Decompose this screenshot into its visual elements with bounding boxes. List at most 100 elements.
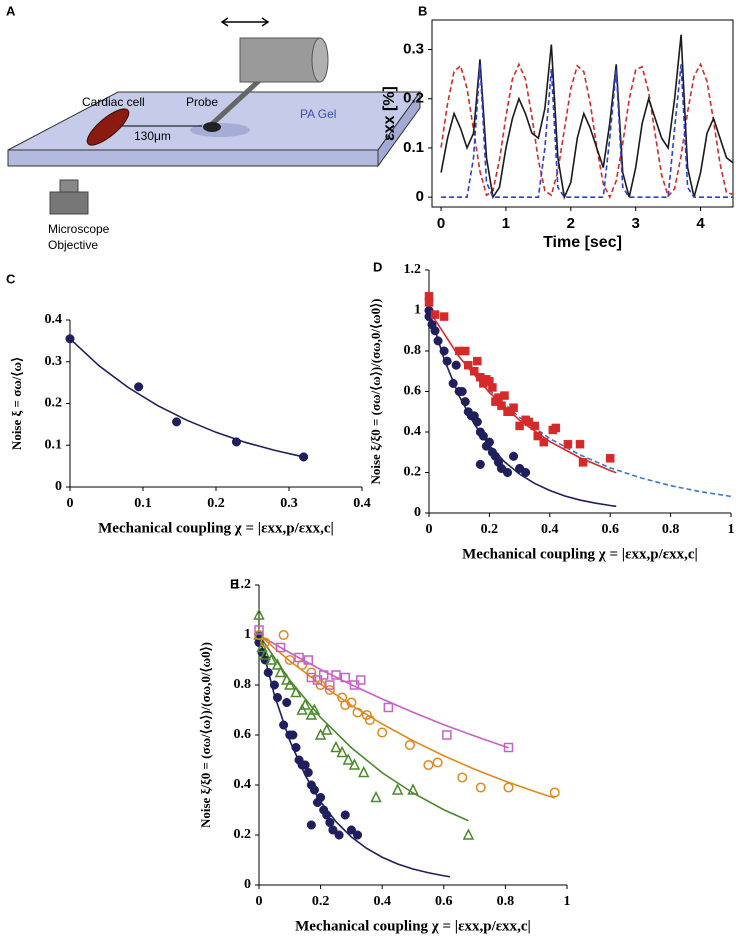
data-point bbox=[172, 417, 182, 427]
data-point bbox=[324, 684, 335, 696]
data-point bbox=[464, 360, 473, 370]
data-point bbox=[288, 730, 298, 740]
x-tick-label: 1 bbox=[502, 215, 510, 232]
data-point bbox=[336, 745, 348, 758]
data-point bbox=[274, 665, 287, 678]
y-tick-label: 0.1 bbox=[403, 139, 424, 156]
data-point bbox=[299, 452, 309, 462]
y-tick-label: 0.8 bbox=[404, 343, 422, 358]
y-tick-label: 0 bbox=[414, 505, 421, 520]
panel-label: E bbox=[230, 576, 239, 591]
y-tick-label: 0.2 bbox=[404, 465, 422, 480]
x-axis-title: Mechanical coupling χ = |εxx,p/εxx,c| bbox=[98, 520, 334, 536]
data-point bbox=[271, 658, 284, 670]
data-point bbox=[439, 312, 449, 321]
data-point bbox=[462, 828, 475, 840]
data-point bbox=[509, 403, 518, 412]
data-point bbox=[466, 411, 476, 421]
data-point bbox=[309, 785, 319, 795]
data-line bbox=[258, 634, 469, 822]
data-point bbox=[254, 625, 264, 635]
x-tick-label: 4 bbox=[696, 215, 705, 232]
data-point bbox=[134, 382, 144, 392]
data-point bbox=[260, 637, 271, 648]
y-tick-label: 0.4 bbox=[404, 424, 422, 439]
panel-label: C bbox=[6, 271, 16, 286]
data-line bbox=[258, 634, 509, 749]
panel-label: A bbox=[6, 3, 16, 18]
data-point bbox=[509, 451, 519, 461]
data-point bbox=[290, 685, 302, 698]
y-tick-label: 0.6 bbox=[404, 384, 422, 399]
x-tick-label: 0.2 bbox=[481, 522, 499, 537]
data-point bbox=[284, 654, 295, 666]
data-point bbox=[457, 386, 467, 397]
objective-lens bbox=[59, 179, 79, 193]
y-tick-label: 0 bbox=[55, 479, 62, 494]
diagram-label: 130μm bbox=[134, 129, 171, 143]
actuator-end bbox=[311, 37, 329, 83]
gel-front bbox=[7, 149, 379, 167]
data-point bbox=[502, 467, 513, 478]
x-tick-label: 0.6 bbox=[435, 894, 453, 909]
data-point bbox=[349, 680, 360, 690]
data-point bbox=[488, 383, 497, 392]
data-point bbox=[473, 356, 482, 366]
data-point bbox=[563, 439, 573, 449]
diagram-label: Objective bbox=[48, 238, 98, 252]
gel-side bbox=[377, 90, 421, 168]
data-point bbox=[575, 439, 585, 449]
data-point bbox=[433, 336, 443, 346]
data-point bbox=[430, 326, 440, 336]
x-axis-title: Time [sec] bbox=[543, 234, 622, 251]
probe-tip bbox=[203, 122, 221, 132]
x-tick-label: 0.8 bbox=[662, 522, 680, 537]
data-point bbox=[340, 699, 351, 711]
data-point bbox=[318, 670, 329, 680]
diagram-label: Microscope bbox=[48, 222, 110, 236]
data-point bbox=[316, 792, 326, 803]
y-tick-label: 0.1 bbox=[45, 437, 63, 452]
data-point bbox=[383, 702, 394, 713]
objective-body bbox=[49, 191, 89, 215]
data-point bbox=[331, 670, 341, 680]
data-point bbox=[299, 698, 311, 710]
data-point bbox=[294, 652, 304, 663]
data-point bbox=[484, 437, 494, 447]
data-point bbox=[432, 757, 443, 768]
data-point bbox=[342, 753, 355, 765]
data-point bbox=[370, 790, 382, 803]
x-tick-label: 0.4 bbox=[373, 894, 391, 909]
data-line bbox=[258, 634, 451, 878]
x-tick-label: 2 bbox=[567, 215, 575, 232]
diagram-label: Probe bbox=[186, 95, 218, 109]
data-point bbox=[521, 467, 531, 478]
actuator bbox=[239, 37, 321, 83]
data-point bbox=[503, 782, 514, 793]
data-line bbox=[440, 34, 734, 200]
data-point bbox=[353, 830, 363, 840]
data-point bbox=[65, 334, 75, 344]
x-tick-label: 0.2 bbox=[207, 496, 225, 511]
data-point bbox=[306, 667, 317, 678]
y-tick-label: 1.2 bbox=[234, 577, 252, 592]
data-point bbox=[497, 401, 506, 410]
y-axis-title: εxx [%] bbox=[381, 86, 398, 141]
data-point bbox=[457, 772, 468, 783]
data-point bbox=[279, 720, 289, 730]
y-tick-label: 0.4 bbox=[45, 312, 63, 327]
panel-label: D bbox=[373, 259, 382, 274]
data-point bbox=[306, 820, 316, 830]
x-tick-label: 0.1 bbox=[134, 496, 152, 511]
data-point bbox=[231, 437, 241, 447]
data-point bbox=[549, 787, 560, 798]
data-point bbox=[439, 346, 449, 356]
data-point bbox=[303, 655, 314, 665]
data-point bbox=[533, 431, 542, 441]
data-point bbox=[312, 675, 323, 685]
x-tick-label: 0 bbox=[437, 215, 445, 232]
y-tick-label: 0.8 bbox=[234, 677, 252, 692]
data-point bbox=[278, 629, 289, 641]
data-point bbox=[460, 397, 470, 407]
